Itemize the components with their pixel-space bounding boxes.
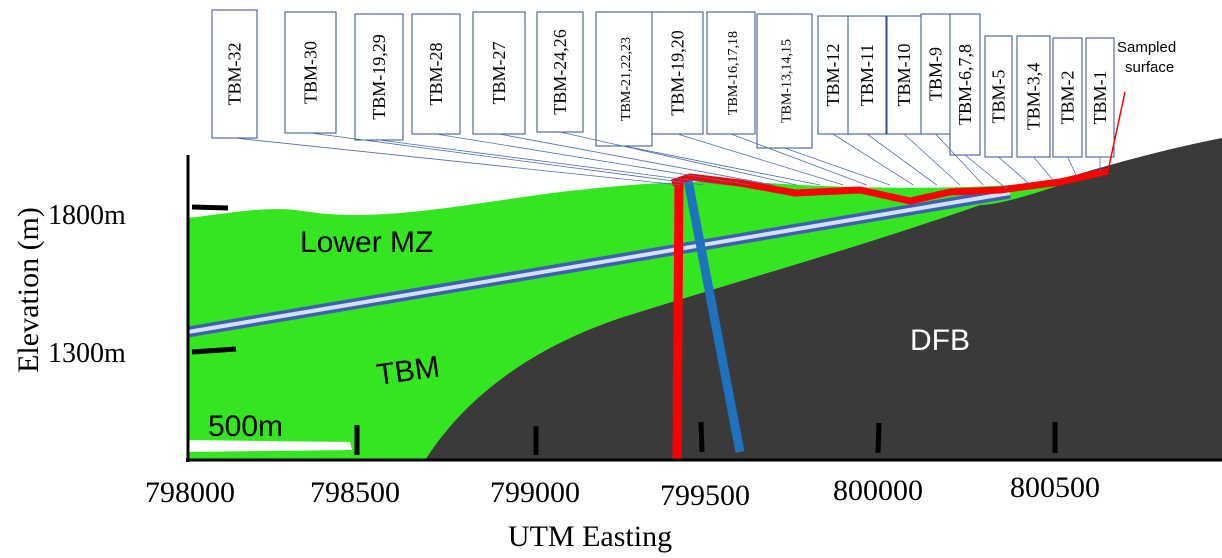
x-label: 799000 (490, 476, 580, 509)
region-label: DFB (910, 324, 970, 357)
sample-label: TBM-5 (989, 70, 1009, 124)
annotation-line: Sampled (1117, 39, 1176, 56)
sample-label: TBM-1 (1090, 71, 1110, 125)
sample-label: TBM-27 (489, 42, 509, 105)
x-label: 800500 (1010, 471, 1100, 504)
y-label: 1300m (48, 338, 126, 369)
sample-label: TBM-32 (225, 43, 245, 106)
leader-line (1034, 157, 1054, 180)
leader-line (999, 157, 1031, 185)
sample-label: TBM-19,29 (369, 34, 389, 120)
sample-label: TBM-9 (926, 47, 946, 101)
sample-label: TBM-11 (857, 44, 877, 106)
y-axis-title: Elevation (m) (12, 207, 45, 373)
annotation-line: surface (1125, 59, 1174, 76)
sample-label: TBM-3,4 (1024, 63, 1044, 131)
x-tick (878, 423, 879, 453)
leader-line (785, 148, 891, 185)
x-label: 798500 (310, 476, 400, 509)
sample-label: TBM-13,14,15 (780, 39, 795, 123)
cross-section: TBM-32 TBM-30 TBM-19,29 TBM-28 TBM-27 TBM-24,… (0, 0, 1222, 558)
region-label: Lower MZ (300, 226, 433, 259)
borehole-red (677, 182, 679, 460)
x-label: 799500 (660, 479, 750, 512)
x-label: 798000 (145, 476, 235, 509)
x-label: 800000 (833, 474, 923, 507)
x-tick (701, 422, 702, 452)
sample-label: TBM-12 (823, 44, 843, 107)
sample-boxes: TBM-32 TBM-30 TBM-19,29 TBM-28 TBM-27 TBM-24,… (212, 10, 1114, 157)
sample-label: TBM-30 (301, 41, 321, 104)
sample-label: TBM-2 (1058, 71, 1078, 125)
y-tick (192, 349, 236, 352)
scale-label: 500m (208, 410, 283, 443)
page: TBM-32 TBM-30 TBM-19,29 TBM-28 TBM-27 TBM-24,… (0, 0, 1222, 558)
annotation: Sampled surface (1117, 39, 1176, 76)
sample-label: TBM-16,17,18 (726, 31, 741, 115)
sample-label: TBM-10 (894, 44, 914, 107)
y-tick (192, 207, 228, 208)
y-label: 1800m (48, 200, 126, 231)
leader-line (1068, 157, 1077, 176)
sample-label: TBM-28 (426, 43, 446, 106)
sample-label: TBM-6,7,8 (955, 44, 975, 125)
x-labels: 798000 798500 799000 799500 800000 800500 (145, 471, 1100, 512)
leader-line (379, 140, 727, 185)
sample-label: TBM-24,26 (550, 29, 570, 115)
sample-label: TBM-19,20 (668, 30, 688, 116)
x-axis-title: UTM Easting (508, 520, 672, 553)
sample-label: TBM-21,22,23 (619, 37, 634, 121)
